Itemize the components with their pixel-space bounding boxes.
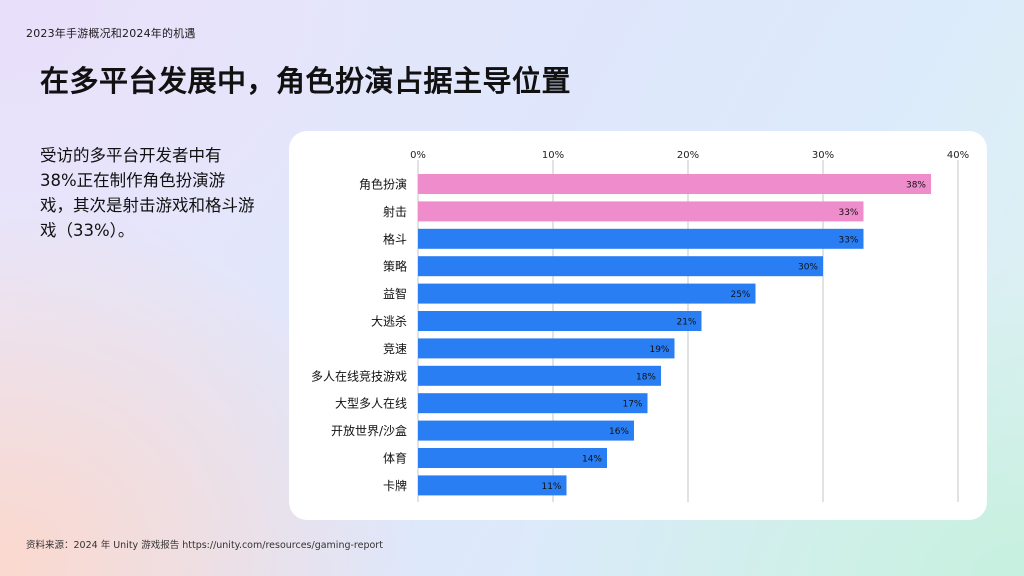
category-label: 体育 bbox=[383, 451, 407, 466]
category-label: 益智 bbox=[383, 286, 407, 301]
x-tick-label: 0% bbox=[410, 150, 426, 161]
data-label: 33% bbox=[838, 208, 858, 218]
bar bbox=[418, 420, 634, 441]
data-label: 19% bbox=[649, 345, 669, 355]
category-label: 大逃杀 bbox=[371, 314, 407, 329]
breadcrumb: 2023年手游概况和2024年的机遇 bbox=[26, 27, 196, 40]
x-tick-label: 40% bbox=[947, 150, 969, 161]
bar bbox=[418, 201, 864, 222]
summary-text: 受访的多平台开发者中有38%正在制作角色扮演游戏，其次是射击游戏和格斗游戏（33… bbox=[40, 146, 255, 240]
chart-card: 0% 10% 20% 30% 40% 角色扮演 38% 射击 33% 格斗 33% 策略 30% 益智 25… bbox=[289, 131, 987, 520]
bar bbox=[418, 365, 661, 386]
data-label: 38% bbox=[906, 181, 926, 191]
x-tick-label: 10% bbox=[542, 150, 564, 161]
bar bbox=[418, 174, 931, 194]
category-label: 开放世界/沙盒 bbox=[331, 423, 407, 438]
x-tick-label: 20% bbox=[677, 150, 699, 161]
page-title: 在多平台发展中，角色扮演占据主导位置 bbox=[40, 64, 572, 98]
bar bbox=[418, 448, 607, 468]
bar bbox=[418, 228, 864, 249]
bar bbox=[418, 311, 702, 331]
source-note: 资料来源：2024 年 Unity 游戏报告 https://unity.com… bbox=[26, 540, 383, 551]
data-label: 18% bbox=[636, 372, 656, 382]
category-label: 多人在线竞技游戏 bbox=[311, 369, 407, 383]
category-label: 竞速 bbox=[383, 342, 407, 356]
category-label: 格斗 bbox=[383, 231, 407, 246]
category-label: 大型多人在线 bbox=[335, 397, 407, 411]
x-tick-label: 30% bbox=[812, 150, 834, 161]
category-label: 策略 bbox=[383, 259, 407, 274]
data-label: 30% bbox=[798, 263, 818, 273]
data-label: 21% bbox=[676, 318, 696, 328]
category-label: 卡牌 bbox=[383, 479, 407, 493]
bar-chart: 0% 10% 20% 30% 40% 角色扮演 38% 射击 33% 格斗 33% 策略 30% 益智 25… bbox=[311, 150, 969, 502]
bar bbox=[418, 338, 675, 359]
bar bbox=[418, 393, 648, 414]
data-label: 14% bbox=[582, 455, 602, 465]
data-label: 17% bbox=[622, 400, 642, 410]
data-label: 25% bbox=[730, 290, 750, 300]
bar bbox=[418, 475, 567, 496]
data-label: 11% bbox=[541, 482, 561, 492]
bar bbox=[418, 283, 756, 304]
data-label: 16% bbox=[609, 427, 629, 437]
data-label: 33% bbox=[838, 235, 858, 245]
bar bbox=[418, 256, 823, 277]
category-label: 射击 bbox=[383, 204, 407, 219]
category-label: 角色扮演 bbox=[359, 177, 407, 192]
